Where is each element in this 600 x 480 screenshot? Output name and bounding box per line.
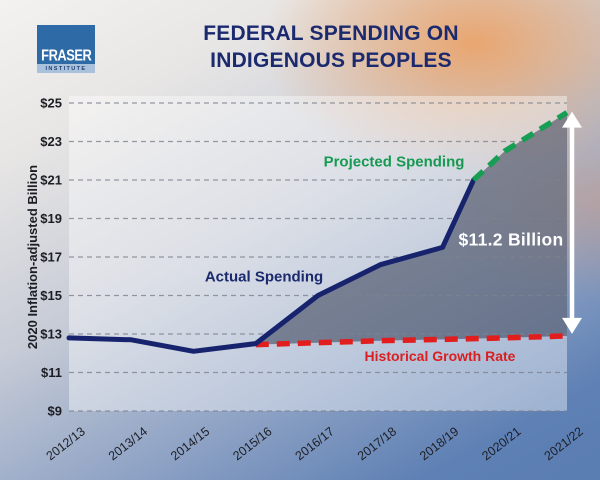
logo-bar: INSTITUTE — [37, 64, 95, 73]
actual-spending-label: Actual Spending — [204, 268, 324, 286]
logo-name-text: FRASER — [40, 46, 92, 64]
y-tick-label: $17 — [40, 250, 62, 265]
y-tick-label: $11 — [41, 365, 62, 380]
historical-growth-rate-label: Historical Growth Rate — [364, 348, 516, 364]
y-tick-label: $15 — [40, 288, 62, 303]
x-tick-label: 2016/17 — [293, 424, 337, 463]
x-tick-label: 2012/13 — [44, 424, 88, 463]
y-tick-label: $25 — [40, 96, 62, 111]
y-axis-title: 2020 Inflation-adjusted Billion — [25, 165, 40, 349]
projected-spending-line — [471, 110, 569, 183]
chart-title: FEDERAL SPENDING ON INDIGENOUS PEOPLES — [146, 20, 516, 74]
plot-area — [69, 96, 567, 411]
x-tick-label: 2014/15 — [168, 424, 212, 463]
y-tick-label: $19 — [40, 211, 62, 226]
gap-arrow-head-down — [562, 317, 582, 334]
fraser-institute-logo: FRASER INSTITUTE — [37, 25, 95, 73]
actual-spending-line — [66, 177, 477, 354]
gap-amount-label: $11.2 Billion — [458, 229, 564, 250]
x-tick-label: 2015/16 — [230, 424, 274, 463]
logo-sub-text: INSTITUTE — [45, 65, 87, 72]
x-tick-label: 2013/14 — [106, 424, 150, 463]
chart-title-line2: INDIGENOUS PEOPLES — [210, 49, 452, 72]
chart-title-line1: FEDERAL SPENDING ON — [203, 22, 459, 45]
x-tick-label: 2018/19 — [417, 424, 461, 463]
spending-gap-area — [255, 112, 568, 345]
gap-arrow-head-up — [562, 111, 582, 128]
x-tick-label: 2017/18 — [355, 424, 399, 463]
y-tick-label: $9 — [48, 404, 62, 419]
y-tick-label: $21 — [40, 173, 62, 188]
x-tick-label: 2020/21 — [479, 424, 523, 463]
projected-spending-label: Projected Spending — [323, 153, 465, 171]
y-tick-label: $13 — [40, 327, 62, 342]
historical-growth-rate-line — [255, 333, 568, 348]
x-tick-label: 2021/22 — [542, 424, 586, 463]
logo-square: FRASER — [37, 25, 95, 64]
y-tick-label: $23 — [40, 134, 62, 149]
